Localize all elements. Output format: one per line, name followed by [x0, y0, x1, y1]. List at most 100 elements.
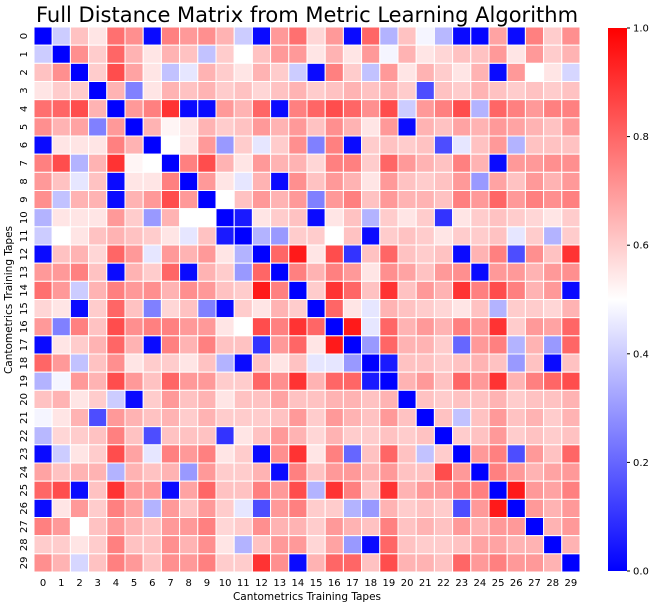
- heatmap-cell: [69, 517, 90, 537]
- heatmap-cell: [361, 99, 381, 119]
- heatmap-cell: [233, 280, 253, 301]
- heatmap-cell: [488, 299, 508, 319]
- heatmap-cell: [452, 99, 472, 119]
- x-tick-label: 5: [131, 578, 137, 589]
- heatmap-cell: [69, 498, 90, 519]
- heatmap-cell: [142, 62, 162, 82]
- heatmap-cell: [506, 135, 526, 155]
- heatmap-cell: [233, 117, 253, 137]
- heatmap-cell: [124, 299, 144, 319]
- heatmap-cell: [324, 426, 344, 446]
- heatmap-cell: [88, 190, 108, 210]
- heatmap-cell: [488, 426, 508, 446]
- heatmap-cell: [324, 62, 344, 82]
- heatmap-cell: [433, 62, 454, 82]
- heatmap-cell: [106, 335, 126, 355]
- heatmap-cell: [561, 81, 581, 101]
- heatmap-cell: [470, 371, 490, 391]
- heatmap-cell: [88, 208, 108, 228]
- heatmap-cell: [488, 62, 508, 82]
- heatmap-cell: [470, 480, 490, 500]
- heatmap-cell: [524, 480, 545, 500]
- heatmap-cell: [452, 462, 472, 482]
- heatmap-cell: [306, 408, 326, 428]
- heatmap-cell: [543, 299, 563, 319]
- heatmap-cell: [506, 208, 526, 228]
- heatmap-cell: [488, 99, 508, 119]
- y-tick-labels: 0123456789101112131415161718192021222324…: [19, 33, 30, 569]
- heatmap-cell: [470, 62, 490, 82]
- heatmap-cell: [506, 317, 526, 337]
- heatmap-cell: [342, 444, 363, 464]
- heatmap-cell: [270, 498, 290, 519]
- heatmap-cell: [233, 408, 253, 428]
- heatmap-cell: [197, 244, 217, 264]
- y-tick-label: 16: [19, 320, 30, 333]
- heatmap-cell: [88, 426, 108, 446]
- heatmap-cell: [51, 280, 71, 301]
- heatmap-cell: [251, 462, 272, 482]
- heatmap-cell: [69, 171, 90, 191]
- y-tick-label: 27: [19, 520, 30, 533]
- heatmap-cell: [543, 26, 563, 46]
- heatmap-cell: [452, 280, 472, 301]
- heatmap-cell: [361, 535, 381, 555]
- heatmap-cell: [33, 480, 53, 500]
- heatmap-cell: [561, 317, 581, 337]
- heatmap-cell: [251, 517, 272, 537]
- heatmap-cell: [106, 208, 126, 228]
- heatmap-cell: [69, 190, 90, 210]
- heatmap-cell: [288, 81, 308, 101]
- heatmap-cell: [342, 244, 363, 264]
- heatmap-cell: [215, 62, 235, 82]
- heatmap-cell: [306, 299, 326, 319]
- heatmap-cell: [433, 262, 454, 282]
- colorbar-tick-label: 0.8: [633, 132, 649, 143]
- heatmap-cell: [69, 371, 90, 391]
- heatmap-cell: [197, 99, 217, 119]
- heatmap-cell: [342, 62, 363, 82]
- heatmap-cell: [433, 389, 454, 410]
- heatmap-cell: [415, 280, 435, 301]
- heatmap-cell: [488, 480, 508, 500]
- heatmap-cell: [470, 517, 490, 537]
- heatmap-cell: [306, 153, 326, 173]
- heatmap-cell: [124, 226, 144, 246]
- heatmap-cell: [470, 99, 490, 119]
- heatmap-cell: [415, 480, 435, 500]
- heatmap-cell: [160, 371, 181, 391]
- heatmap-cell: [160, 135, 181, 155]
- heatmap-cell: [179, 208, 199, 228]
- heatmap-cell: [452, 44, 472, 64]
- heatmap-cell: [342, 81, 363, 101]
- heatmap-cell: [106, 444, 126, 464]
- heatmap-cell: [415, 517, 435, 537]
- heatmap-cell: [215, 389, 235, 410]
- heatmap-cell: [452, 226, 472, 246]
- heatmap-cell: [324, 462, 344, 482]
- heatmap-cell: [288, 244, 308, 264]
- heatmap-cell: [543, 117, 563, 137]
- heatmap-cell: [215, 444, 235, 464]
- y-tick-label: 21: [19, 411, 30, 424]
- heatmap-cell: [142, 426, 162, 446]
- heatmap-cell: [160, 480, 181, 500]
- heatmap-cell: [342, 517, 363, 537]
- heatmap-cell: [543, 81, 563, 101]
- y-tick-label: 18: [19, 357, 30, 370]
- heatmap-cell: [88, 26, 108, 46]
- heatmap-cell: [561, 262, 581, 282]
- heatmap-cell: [106, 480, 126, 500]
- heatmap-cell: [69, 44, 90, 64]
- heatmap-cell: [288, 553, 308, 573]
- heatmap-cell: [543, 553, 563, 573]
- heatmap-cell: [506, 408, 526, 428]
- x-tick-label: 23: [455, 578, 468, 589]
- heatmap-cell: [452, 553, 472, 573]
- y-tick-label: 25: [19, 484, 30, 497]
- heatmap-cell: [543, 389, 563, 410]
- heatmap-cell: [69, 426, 90, 446]
- heatmap-cell: [251, 371, 272, 391]
- heatmap-cell: [142, 480, 162, 500]
- heatmap-cell: [160, 517, 181, 537]
